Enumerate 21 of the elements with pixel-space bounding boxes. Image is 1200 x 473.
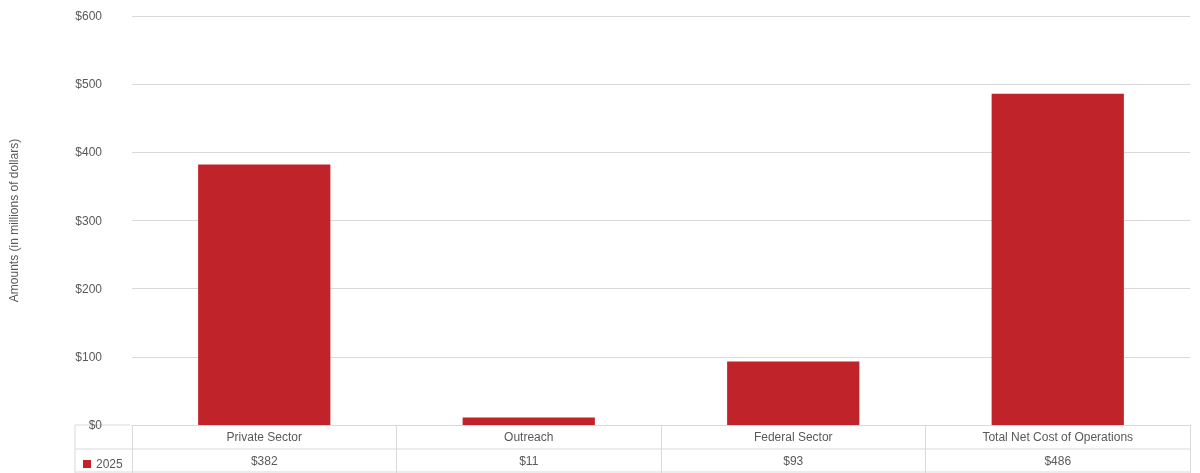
y-tick-label: $600 <box>75 9 103 23</box>
y-tick-label: $500 <box>75 77 103 92</box>
bar <box>991 93 1124 425</box>
data-label: $486 <box>1044 454 1072 468</box>
x-tick-label: Total Net Cost of Operations <box>982 430 1134 444</box>
y-tick-label: $0 <box>88 418 103 432</box>
y-tick-label: $400 <box>75 145 103 160</box>
x-tick-label: Federal Sector <box>753 430 833 444</box>
y-tick-label: $200 <box>75 281 103 296</box>
bar <box>462 417 595 425</box>
y-axis-title: Amounts (in millions of dollars) <box>7 138 21 303</box>
y-tick-label: $300 <box>75 213 103 228</box>
data-label: $382 <box>250 454 278 468</box>
bar <box>198 164 331 425</box>
bar <box>727 361 860 425</box>
data-label: $11 <box>519 454 539 468</box>
x-tick-label: Outreach <box>504 430 554 444</box>
data-label: $93 <box>783 454 804 468</box>
legend-label: 2025 <box>96 457 124 471</box>
x-tick-label: Private Sector <box>226 430 302 444</box>
y-tick-label: $100 <box>75 349 103 364</box>
